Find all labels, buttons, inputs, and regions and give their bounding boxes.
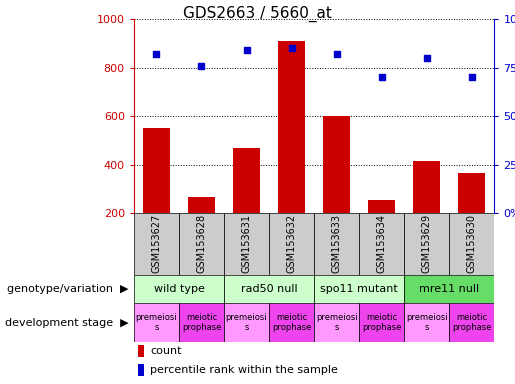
Bar [278,41,305,262]
Point [197,63,205,69]
Text: GSM153633: GSM153633 [332,214,341,273]
Bar [314,213,359,275]
Bar [314,275,404,303]
Bar [179,303,224,342]
Text: meiotic
prophase: meiotic prophase [452,313,491,332]
Bar [314,303,359,342]
Bar [404,213,449,275]
Point [333,51,341,57]
Text: meiotic
prophase: meiotic prophase [182,313,221,332]
Text: rad50 null: rad50 null [241,284,297,294]
Point [287,45,296,51]
Text: GSM153630: GSM153630 [467,214,477,273]
Text: GDS2663 / 5660_at: GDS2663 / 5660_at [183,6,332,22]
Point [468,74,476,81]
Text: premeiosi
s: premeiosi s [316,313,357,332]
Text: spo11 mutant: spo11 mutant [320,284,398,294]
Text: percentile rank within the sample: percentile rank within the sample [150,365,338,375]
Text: GSM153634: GSM153634 [377,214,387,273]
Text: meiotic
prophase: meiotic prophase [362,313,401,332]
Bar [413,161,440,262]
Bar [449,213,494,275]
Point [377,74,386,81]
Text: premeiosi
s: premeiosi s [226,313,267,332]
Bar [404,275,494,303]
Bar [404,303,449,342]
Bar [224,213,269,275]
Bar [179,213,224,275]
Bar [449,303,494,342]
Text: premeiosi
s: premeiosi s [406,313,448,332]
Text: GSM153628: GSM153628 [197,214,207,273]
Bar [458,173,485,262]
Bar [134,275,224,303]
Bar [359,213,404,275]
Point [152,51,161,57]
Text: GSM153632: GSM153632 [287,214,297,273]
Bar [359,303,404,342]
Bar [269,303,314,342]
Bar [269,213,314,275]
Bar [368,200,396,262]
Text: genotype/variation  ▶: genotype/variation ▶ [7,284,129,294]
Point [243,47,251,53]
Text: mre11 null: mre11 null [419,284,479,294]
Bar [134,213,179,275]
Point [423,55,431,61]
Text: GSM153631: GSM153631 [242,214,251,273]
Bar [224,303,269,342]
Bar [138,345,144,357]
Bar [138,364,144,376]
Text: development stage  ▶: development stage ▶ [5,318,129,328]
Bar [323,116,350,262]
Text: wild type: wild type [153,284,204,294]
Bar [188,197,215,262]
Bar [143,128,170,262]
Bar [134,303,179,342]
Bar [233,148,260,262]
Text: premeiosi
s: premeiosi s [135,313,177,332]
Text: GSM153629: GSM153629 [422,214,432,273]
Text: count: count [150,346,182,356]
Text: meiotic
prophase: meiotic prophase [272,313,311,332]
Text: GSM153627: GSM153627 [151,214,161,273]
Bar [224,275,314,303]
